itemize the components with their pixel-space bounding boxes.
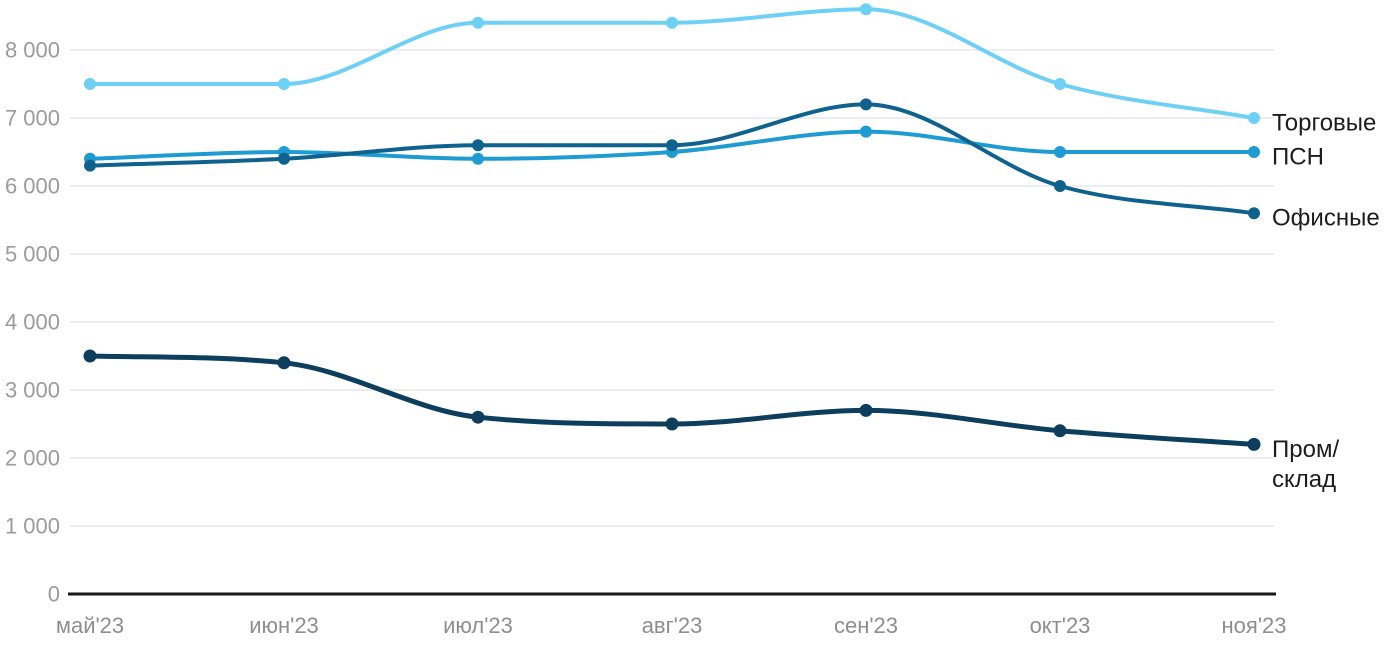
series-label-3: Пром/ [1272,436,1339,463]
y-tick-label: 5 000 [5,242,60,267]
series-point-0[interactable] [278,78,290,90]
series-point-0[interactable] [860,3,872,16]
series-point-2[interactable] [278,152,290,165]
series-point-3[interactable] [859,403,873,417]
series-point-3[interactable] [471,410,485,424]
series-point-1[interactable] [1054,146,1066,158]
y-tick-label: 4 000 [5,310,60,335]
x-tick-label: май'23 [56,613,124,638]
series-point-2[interactable] [666,139,678,152]
series-point-2[interactable] [860,98,872,111]
series-label-3: склад [1272,466,1336,493]
series-label-0: Торговые [1272,110,1376,137]
x-tick-label: сен'23 [834,613,898,638]
y-tick-label: 2 000 [5,446,60,471]
y-tick-label: 0 [48,582,60,607]
series-point-2[interactable] [472,139,484,152]
series-point-1[interactable] [1248,146,1260,158]
x-tick-label: окт'23 [1030,613,1091,638]
y-tick-label: 8 000 [5,38,60,63]
y-tick-label: 3 000 [5,378,60,403]
series-point-0[interactable] [666,16,678,29]
series-point-0[interactable] [472,16,484,29]
series-point-1[interactable] [860,125,872,138]
series-label-2: Офисные [1272,205,1380,232]
x-tick-label: июл'23 [443,613,513,638]
x-tick-label: ноя'23 [1222,613,1287,638]
series-label-1: ПСН [1272,144,1324,171]
y-tick-label: 6 000 [5,174,60,199]
series-point-2[interactable] [84,159,96,172]
series-point-0[interactable] [1248,112,1260,124]
series-point-0[interactable] [84,78,96,90]
series-point-3[interactable] [1247,437,1261,451]
series-point-2[interactable] [1248,207,1260,220]
series-line-3 [87,353,1257,447]
series-line-2 [88,102,1256,216]
series-point-3[interactable] [277,356,291,370]
y-tick-label: 7 000 [5,106,60,131]
x-tick-label: июн'23 [249,613,319,638]
series-point-3[interactable] [665,417,679,431]
series-point-2[interactable] [1054,180,1066,192]
series-point-1[interactable] [472,152,484,165]
x-tick-label: авг'23 [642,613,703,638]
y-tick-label: 1 000 [5,514,60,539]
series-point-0[interactable] [1054,78,1066,90]
series-point-3[interactable] [1053,424,1067,438]
series-point-3[interactable] [83,349,97,363]
